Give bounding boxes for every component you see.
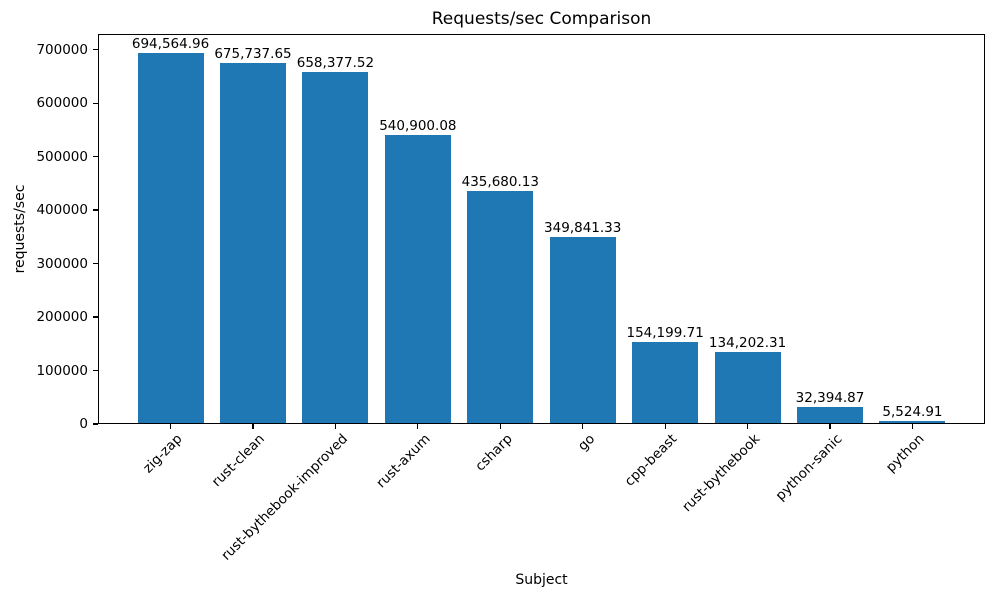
bar (632, 341, 699, 424)
bar (384, 134, 451, 424)
y-axis-tick (93, 369, 98, 372)
x-axis-tick (664, 424, 666, 429)
bar-value-label: 540,900.08 (379, 117, 457, 134)
y-axis-tick-label: 400000 (36, 202, 88, 219)
x-axis-tick (169, 424, 172, 429)
y-axis-tick (93, 423, 98, 425)
y-axis-tick (93, 49, 98, 51)
y-axis-tick (93, 209, 98, 211)
y-axis-tick-label: 700000 (36, 41, 88, 58)
x-axis-tick-label: go (574, 431, 599, 455)
bar-value-label: 435,680.13 (461, 174, 539, 190)
bar-value-label: 658,377.52 (296, 54, 375, 71)
y-axis-tick-label: 200000 (36, 309, 88, 326)
x-axis-tick (499, 424, 501, 429)
bar-value-label: 32,394.87 (795, 389, 865, 406)
bar-value-label: 134,202.31 (708, 335, 787, 352)
y-axis-tick (93, 316, 98, 318)
bar-value-label: 694,564.96 (131, 35, 210, 52)
x-axis-tick-label: python (883, 431, 928, 476)
bar (879, 421, 946, 424)
y-axis-tick (93, 262, 98, 265)
x-axis-tick-label: rust-clean (209, 431, 269, 491)
bar-value-label: 154,199.71 (626, 324, 704, 341)
x-axis-tick-label: rust-bythebook (678, 431, 763, 516)
x-axis-tick-label: rust-axum (372, 431, 434, 492)
bar (220, 62, 286, 424)
x-axis-tick (829, 424, 831, 429)
x-axis-tick (746, 424, 749, 429)
bar (467, 191, 534, 424)
x-axis-tick-label: cpp-beast (621, 431, 681, 490)
x-axis-label: Subject (515, 572, 568, 588)
x-axis-tick-label: csharp (472, 431, 516, 475)
y-axis-tick-label: 0 (79, 416, 88, 432)
x-axis-tick (252, 424, 254, 429)
x-axis-tick (417, 424, 419, 429)
bar (302, 71, 369, 424)
bar (797, 406, 863, 424)
x-axis-tick (334, 424, 336, 429)
bar (137, 52, 204, 424)
y-axis-tick-label: 300000 (36, 255, 88, 272)
y-axis-tick (93, 156, 98, 158)
y-axis-tick-label: 500000 (36, 148, 88, 165)
bar-value-label: 5,524.91 (882, 404, 943, 421)
bar (714, 352, 781, 424)
bar (549, 236, 616, 424)
bar-value-label: 349,841.33 (544, 219, 622, 236)
y-axis-tick-label: 600000 (36, 95, 88, 112)
y-axis-tick (93, 102, 98, 104)
x-axis-tick (911, 424, 914, 429)
x-axis-tick-label: python-sanic (772, 431, 846, 504)
x-axis-tick (582, 424, 584, 429)
chart-title: Requests/sec Comparison (431, 9, 652, 29)
bar-value-label: 675,737.65 (214, 45, 292, 62)
x-axis-tick-label: zig-zap (140, 431, 186, 477)
y-axis-tick-label: 100000 (36, 362, 88, 379)
